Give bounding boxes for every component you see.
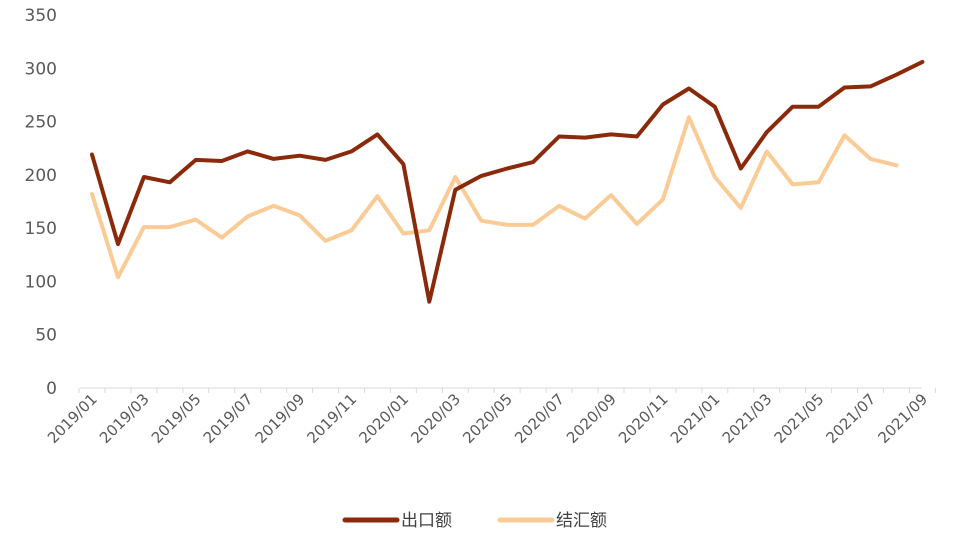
x-tick-label: 2020/03 xyxy=(407,390,464,447)
legend-label-1: 结汇额 xyxy=(556,511,607,531)
x-tick-label: 2019/05 xyxy=(148,390,205,447)
x-axis xyxy=(78,387,936,393)
y-tick-label: 200 xyxy=(25,166,57,186)
legend: 出口额 结汇额 xyxy=(342,511,607,531)
x-tick-label: 2020/11 xyxy=(615,390,672,447)
y-tick-label: 250 xyxy=(25,113,57,133)
y-tick-label: 300 xyxy=(25,59,57,79)
series-line-1 xyxy=(90,115,899,280)
x-tick-label: 2019/11 xyxy=(304,390,361,447)
x-tick-label: 2020/05 xyxy=(459,390,516,447)
x-axis-ticks: 2019/012019/032019/052019/072019/092019/… xyxy=(44,390,931,447)
x-tick-label: 2021/09 xyxy=(874,390,931,447)
series-line-0 xyxy=(90,59,925,304)
x-tick-label: 2020/07 xyxy=(511,390,568,447)
legend-label-0: 出口额 xyxy=(401,511,452,531)
x-tick-label: 2021/07 xyxy=(823,390,880,447)
x-tick-label: 2019/03 xyxy=(96,390,153,447)
x-tick-label: 2020/01 xyxy=(355,390,412,447)
x-tick-label: 2020/09 xyxy=(563,390,620,447)
y-tick-label: 350 xyxy=(25,6,57,26)
y-tick-label: 0 xyxy=(46,379,57,399)
x-tick-label: 2021/03 xyxy=(719,390,776,447)
y-tick-label: 100 xyxy=(25,272,57,292)
y-tick-label: 50 xyxy=(35,326,57,346)
x-tick-label: 2021/01 xyxy=(667,390,724,447)
x-tick-label: 2021/05 xyxy=(771,390,828,447)
y-axis-ticks: 0 50 100 150 200 250 300 350 xyxy=(25,6,57,399)
x-tick-label: 2019/09 xyxy=(252,390,309,447)
series-lines xyxy=(90,59,925,304)
y-tick-label: 150 xyxy=(25,219,57,239)
x-tick-label: 2019/07 xyxy=(200,390,257,447)
